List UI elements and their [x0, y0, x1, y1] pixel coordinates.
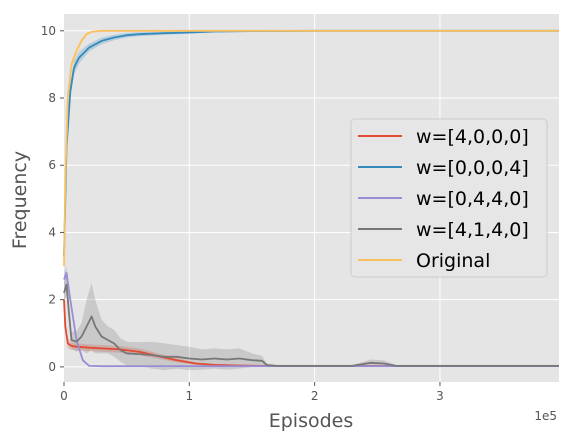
- y-axis-ticks: 0 2 4 6 8 10: [41, 24, 64, 374]
- x-tick-label: 1: [185, 389, 193, 403]
- legend-label: w=[4,0,0,0]: [416, 126, 529, 148]
- legend: w=[4,0,0,0] w=[0,0,0,4] w=[0,4,4,0] w=[4,1,…: [350, 118, 548, 278]
- series-line: [63, 29, 559, 267]
- x-axis-ticks: 0 1 2 3: [60, 382, 444, 403]
- y-tick-label: 8: [48, 91, 56, 105]
- legend-label: w=[0,4,4,0]: [416, 188, 529, 210]
- x-tick-label: 0: [60, 389, 68, 403]
- legend-box: [350, 118, 548, 278]
- y-tick-label: 6: [48, 158, 56, 172]
- legend-label: w=[4,1,4,0]: [416, 219, 529, 241]
- legend-label: w=[0,0,0,4]: [416, 157, 529, 179]
- y-tick-label: 0: [48, 360, 56, 374]
- series-lines: [63, 29, 559, 368]
- series-line: [63, 283, 559, 367]
- x-tick-label: 3: [436, 389, 444, 403]
- x-axis-label: Episodes: [269, 410, 354, 432]
- y-tick-label: 2: [48, 293, 56, 307]
- y-tick-label: 4: [48, 225, 56, 239]
- y-axis-label: Frequency: [9, 151, 31, 249]
- y-tick-label: 10: [41, 24, 56, 38]
- legend-label: Original: [416, 250, 490, 272]
- x-axis-offset-label: 1e5: [534, 409, 557, 423]
- x-tick-label: 2: [311, 389, 319, 403]
